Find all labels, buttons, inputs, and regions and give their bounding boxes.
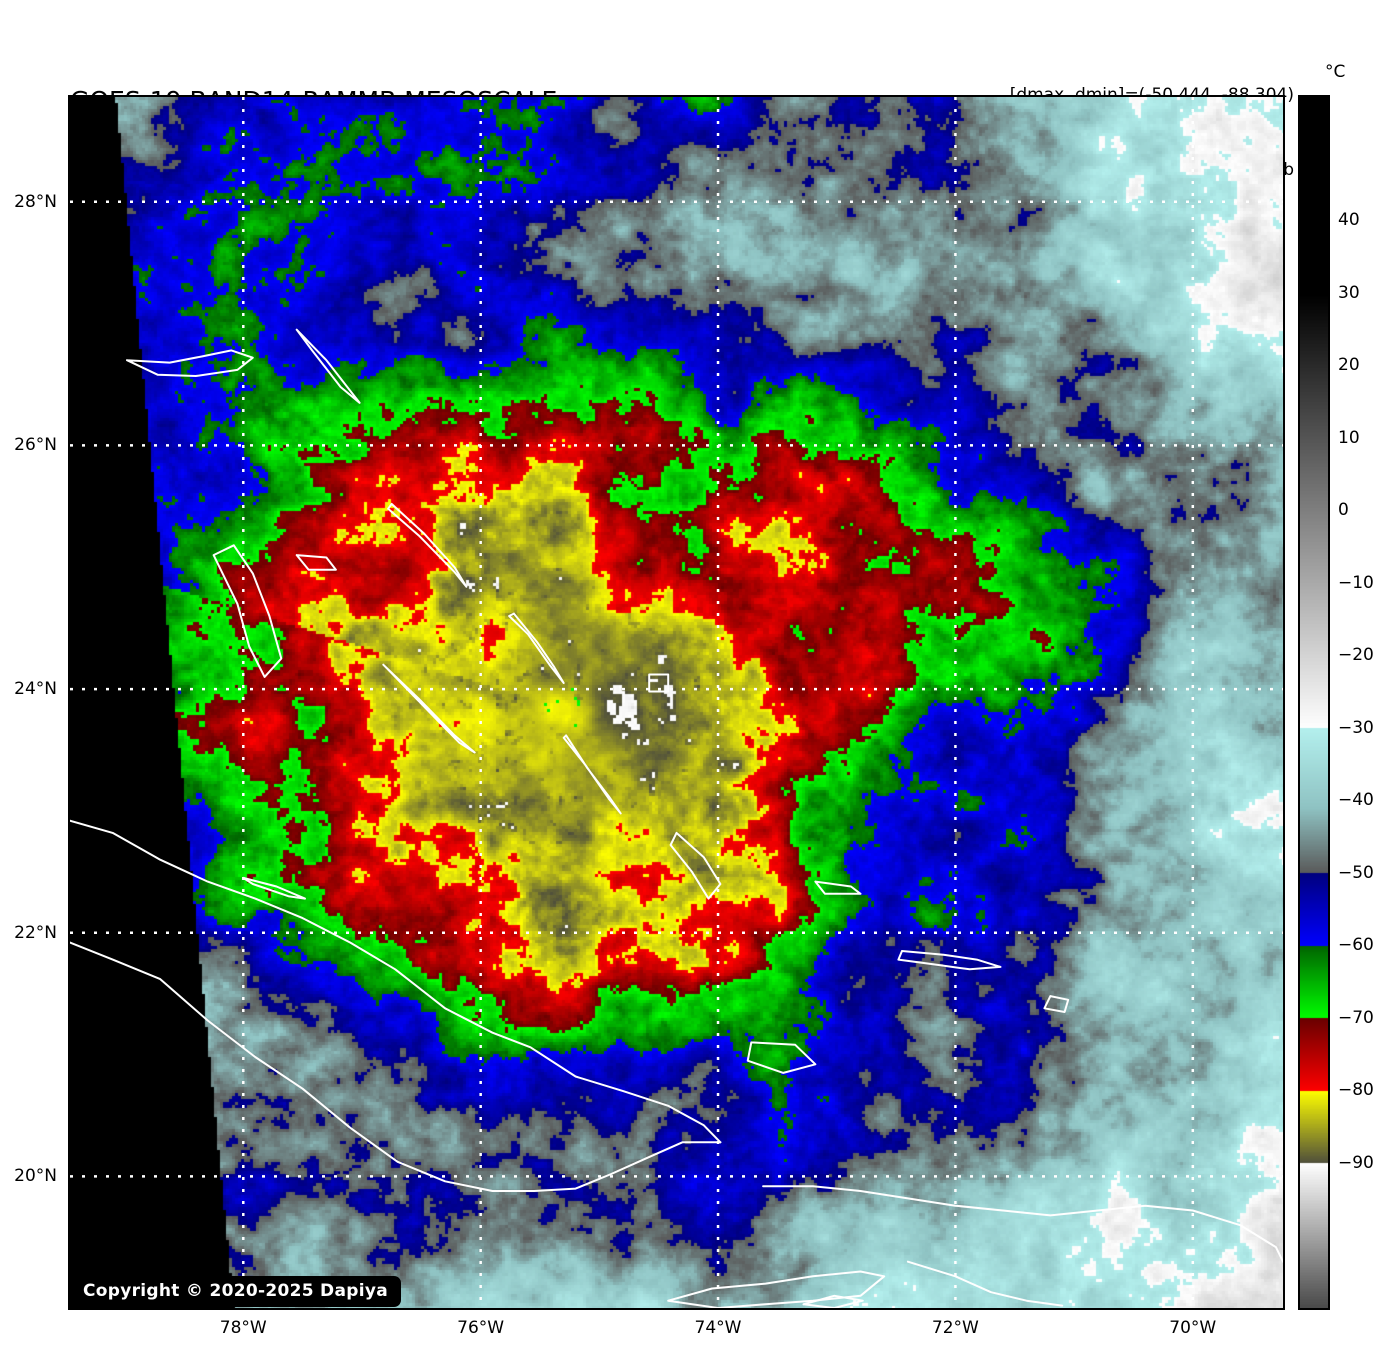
colorbar-tick-label: 10 — [1338, 427, 1360, 448]
latlon-gridlines — [70, 97, 1283, 1308]
coastline-path — [667, 1270, 886, 1308]
colorbar-tick-label: −70 — [1338, 1007, 1374, 1028]
colorbar-tick-label: −30 — [1338, 717, 1374, 738]
coastline-path — [814, 880, 862, 895]
coastline-path — [802, 1294, 864, 1308]
colorbar-tick-label: −90 — [1338, 1152, 1374, 1173]
colorbar-tick-label: 0 — [1338, 500, 1349, 521]
coastline-path — [295, 554, 337, 571]
longitude-tick-label: 74°W — [694, 1318, 742, 1338]
copyright-watermark: Copyright © 2020-2025 Dapiya — [70, 1276, 401, 1307]
colorbar-tick-label: 30 — [1338, 282, 1360, 303]
coastline-path — [508, 612, 565, 684]
latitude-tick-label: 28°N — [14, 191, 57, 212]
latitude-tick-label: 22°N — [14, 922, 57, 943]
coastline-path — [212, 544, 283, 678]
coastline-path — [126, 349, 254, 377]
colorbar-tick-label: −10 — [1338, 572, 1374, 593]
colorbar-tick-label: −20 — [1338, 645, 1374, 666]
satellite-map[interactable] — [68, 95, 1285, 1310]
coastline-path — [648, 673, 670, 693]
coastline-path — [562, 734, 622, 815]
coastline-path — [762, 1185, 1283, 1263]
colorbar-tick-label: −50 — [1338, 862, 1374, 883]
coastline-overlay — [70, 328, 1283, 1308]
longitude-tick-label: 76°W — [457, 1318, 505, 1338]
colorbar-tick-label: 20 — [1338, 355, 1360, 376]
colorbar-tick-label: 40 — [1338, 210, 1360, 231]
coastline-path — [387, 502, 468, 588]
latitude-tick-label: 20°N — [14, 1166, 57, 1187]
coastline-path — [382, 663, 476, 754]
coastline-path — [242, 876, 306, 900]
coastline-path — [70, 819, 722, 1144]
coastline-path — [295, 328, 361, 404]
latitude-tick-label: 26°N — [14, 435, 57, 456]
colorbar-gradient-canvas — [1300, 97, 1328, 1308]
coastline-path — [746, 1041, 817, 1074]
colorbar-unit-label: °C — [1325, 62, 1346, 82]
colorbar-tick-label: −40 — [1338, 790, 1374, 811]
colorbar-tick-label: −60 — [1338, 935, 1374, 956]
longitude-tick-label: 78°W — [219, 1318, 267, 1338]
temperature-colorbar[interactable] — [1298, 95, 1330, 1310]
satellite-imagery-canvas — [70, 97, 1283, 1308]
colorbar-tick-label: −80 — [1338, 1080, 1374, 1101]
coastline-path — [669, 831, 722, 900]
coastline-path — [897, 950, 1002, 971]
longitude-tick-label: 72°W — [931, 1318, 979, 1338]
coastline-path — [906, 1260, 1064, 1307]
longitude-tick-label: 70°W — [1169, 1318, 1217, 1338]
latitude-axis: 28°N 26°N 24°N 22°N 20°N — [0, 0, 58, 1359]
coastline-path — [1043, 995, 1070, 1013]
coastline-path — [70, 941, 722, 1192]
latitude-tick-label: 24°N — [14, 679, 57, 700]
